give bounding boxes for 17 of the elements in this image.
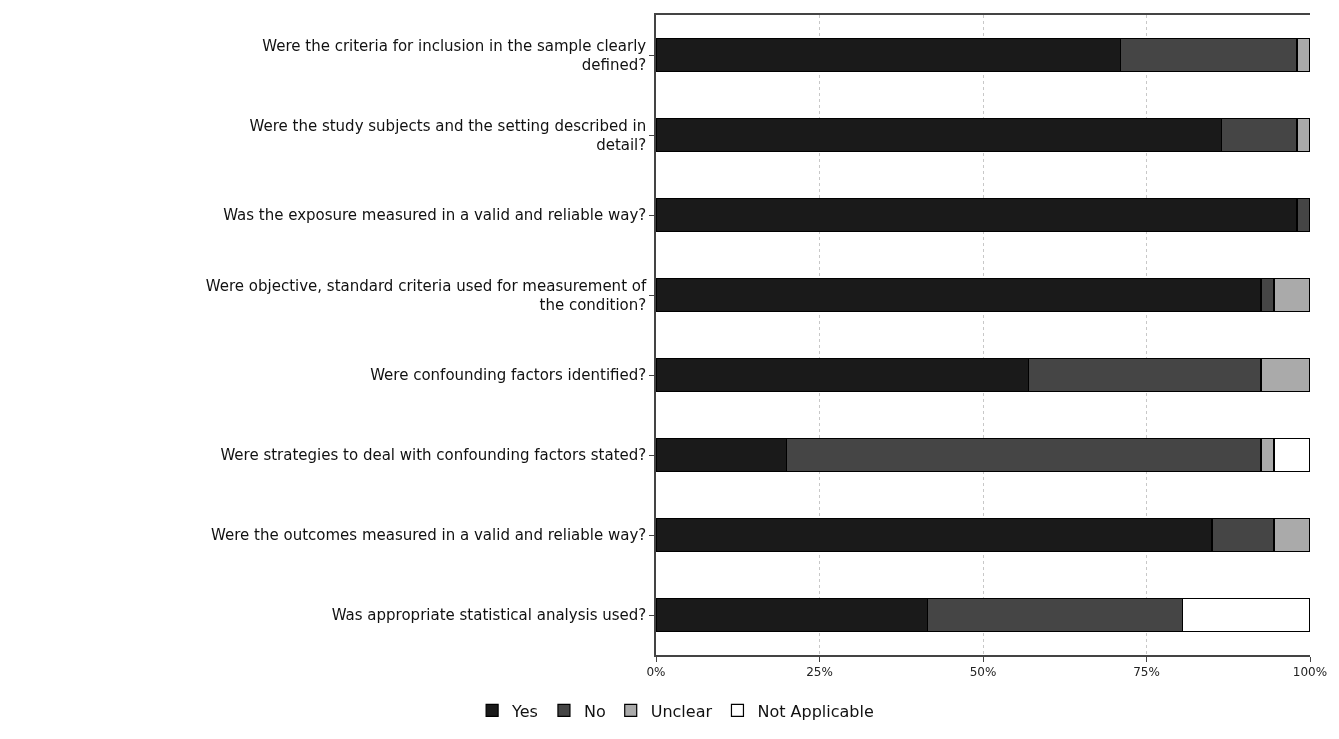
y-tick-label: Were the criteria for inclusion in the sample clearly defined? — [262, 36, 647, 74]
y-tick-label: Were the outcomes measured in a valid and reliable way? — [211, 526, 647, 545]
x-tick-label: 25% — [806, 665, 833, 680]
x-tick-label: 0% — [646, 665, 666, 680]
y-tick-label: Were objective, standard criteria used for measurement of the condition? — [205, 276, 647, 314]
legend-label: Not Applicable — [757, 701, 874, 721]
x-tick-label: 100% — [1292, 665, 1328, 680]
y-tick-label: Were strategies to deal with confounding factors stated? — [220, 446, 647, 465]
y-tick-label: Was the exposure measured in a valid and reliable way? — [223, 206, 647, 225]
x-tick-label: 75% — [1133, 665, 1160, 680]
y-tick-label: Was appropriate statistical analysis used? — [331, 606, 647, 625]
legend-label: No — [583, 701, 606, 721]
y-tick-label: Were the study subjects and the setting described in detail? — [249, 116, 647, 154]
legend-label: Unclear — [650, 701, 713, 721]
legend-label: Yes — [511, 701, 538, 721]
y-tick-label: Were confounding factors identified? — [370, 366, 647, 385]
x-tick-label: 50% — [969, 665, 997, 680]
